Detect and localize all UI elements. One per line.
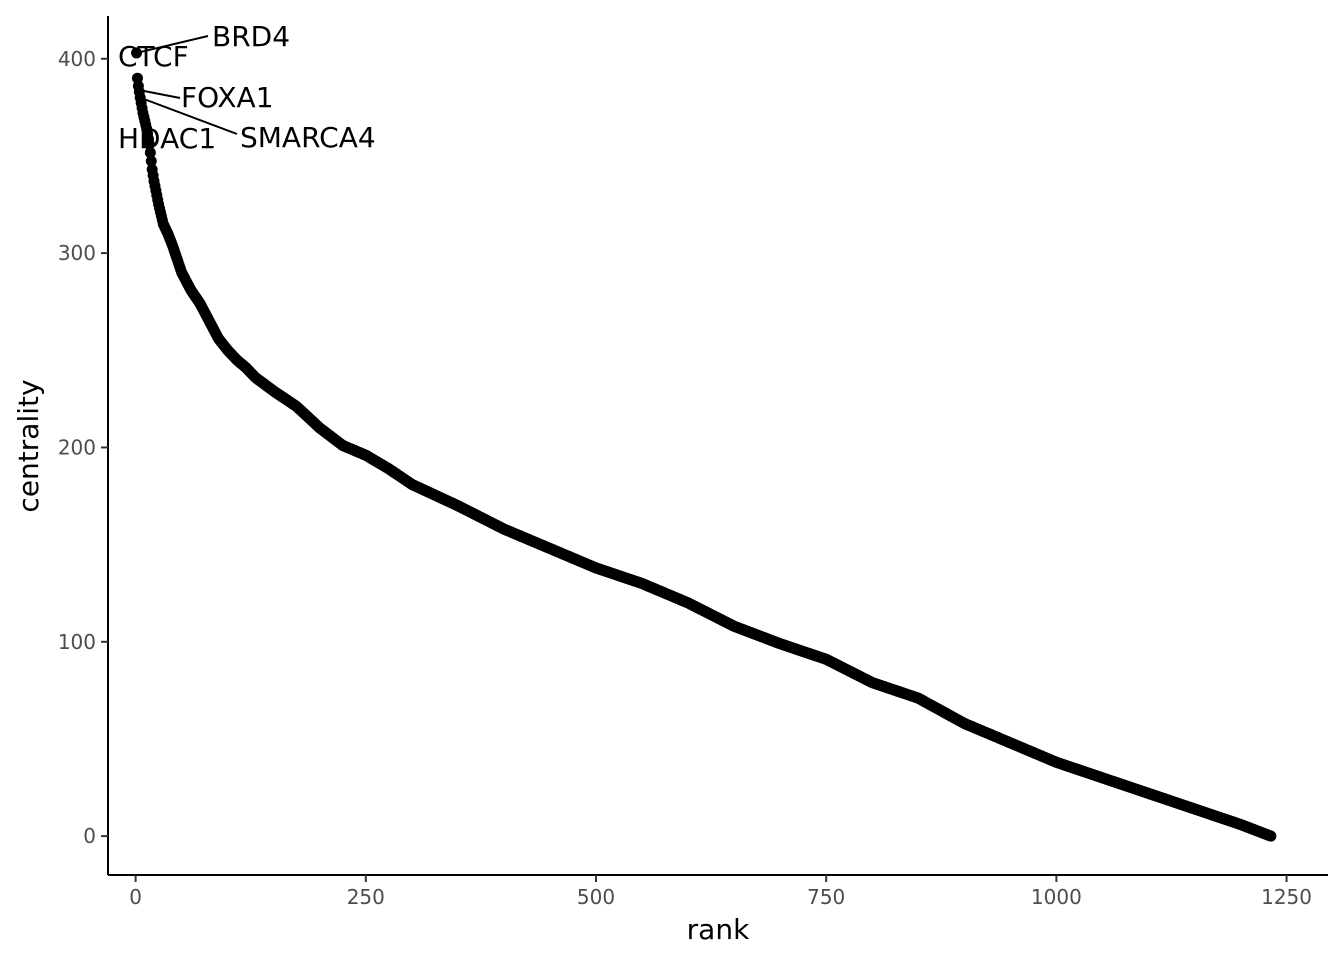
data-point: [145, 155, 157, 167]
y-axis-title: centrality: [12, 379, 45, 512]
gene-label: FOXA1: [181, 81, 274, 114]
data-point: [144, 147, 156, 159]
data-point: [143, 138, 155, 150]
x-tick-label: 750: [807, 885, 845, 909]
label-leader-line: [138, 88, 181, 99]
x-tick-label: 1000: [1031, 885, 1082, 909]
y-tick-label: 0: [83, 824, 96, 848]
x-axis-title: rank: [687, 913, 750, 946]
data-point: [131, 47, 143, 59]
gene-label: SMARCA4: [240, 121, 376, 154]
x-tick-label: 0: [129, 885, 142, 909]
y-tick-label: 200: [58, 435, 96, 459]
x-tick-label: 1250: [1261, 885, 1312, 909]
x-tick-label: 500: [577, 885, 615, 909]
x-tick-label: 250: [347, 885, 385, 909]
gene-label: HDAC1: [118, 122, 216, 155]
data-point: [1265, 830, 1277, 842]
y-tick-label: 300: [58, 241, 96, 265]
y-tick-label: 400: [58, 47, 96, 71]
label-leader-line: [136, 35, 209, 54]
label-leader-line: [139, 96, 238, 135]
gene-label: BRD4: [212, 20, 290, 53]
y-tick-label: 100: [58, 630, 96, 654]
gene-labels-layer: BRD4 CTCF FOXA1 SMARCA4 HDAC1: [118, 20, 376, 155]
ticks-layer: 0 250 500 750 1000 1250 0 100 200 300 400: [58, 47, 1312, 909]
points-layer: [131, 47, 1277, 842]
gene-label: CTCF: [118, 40, 189, 73]
